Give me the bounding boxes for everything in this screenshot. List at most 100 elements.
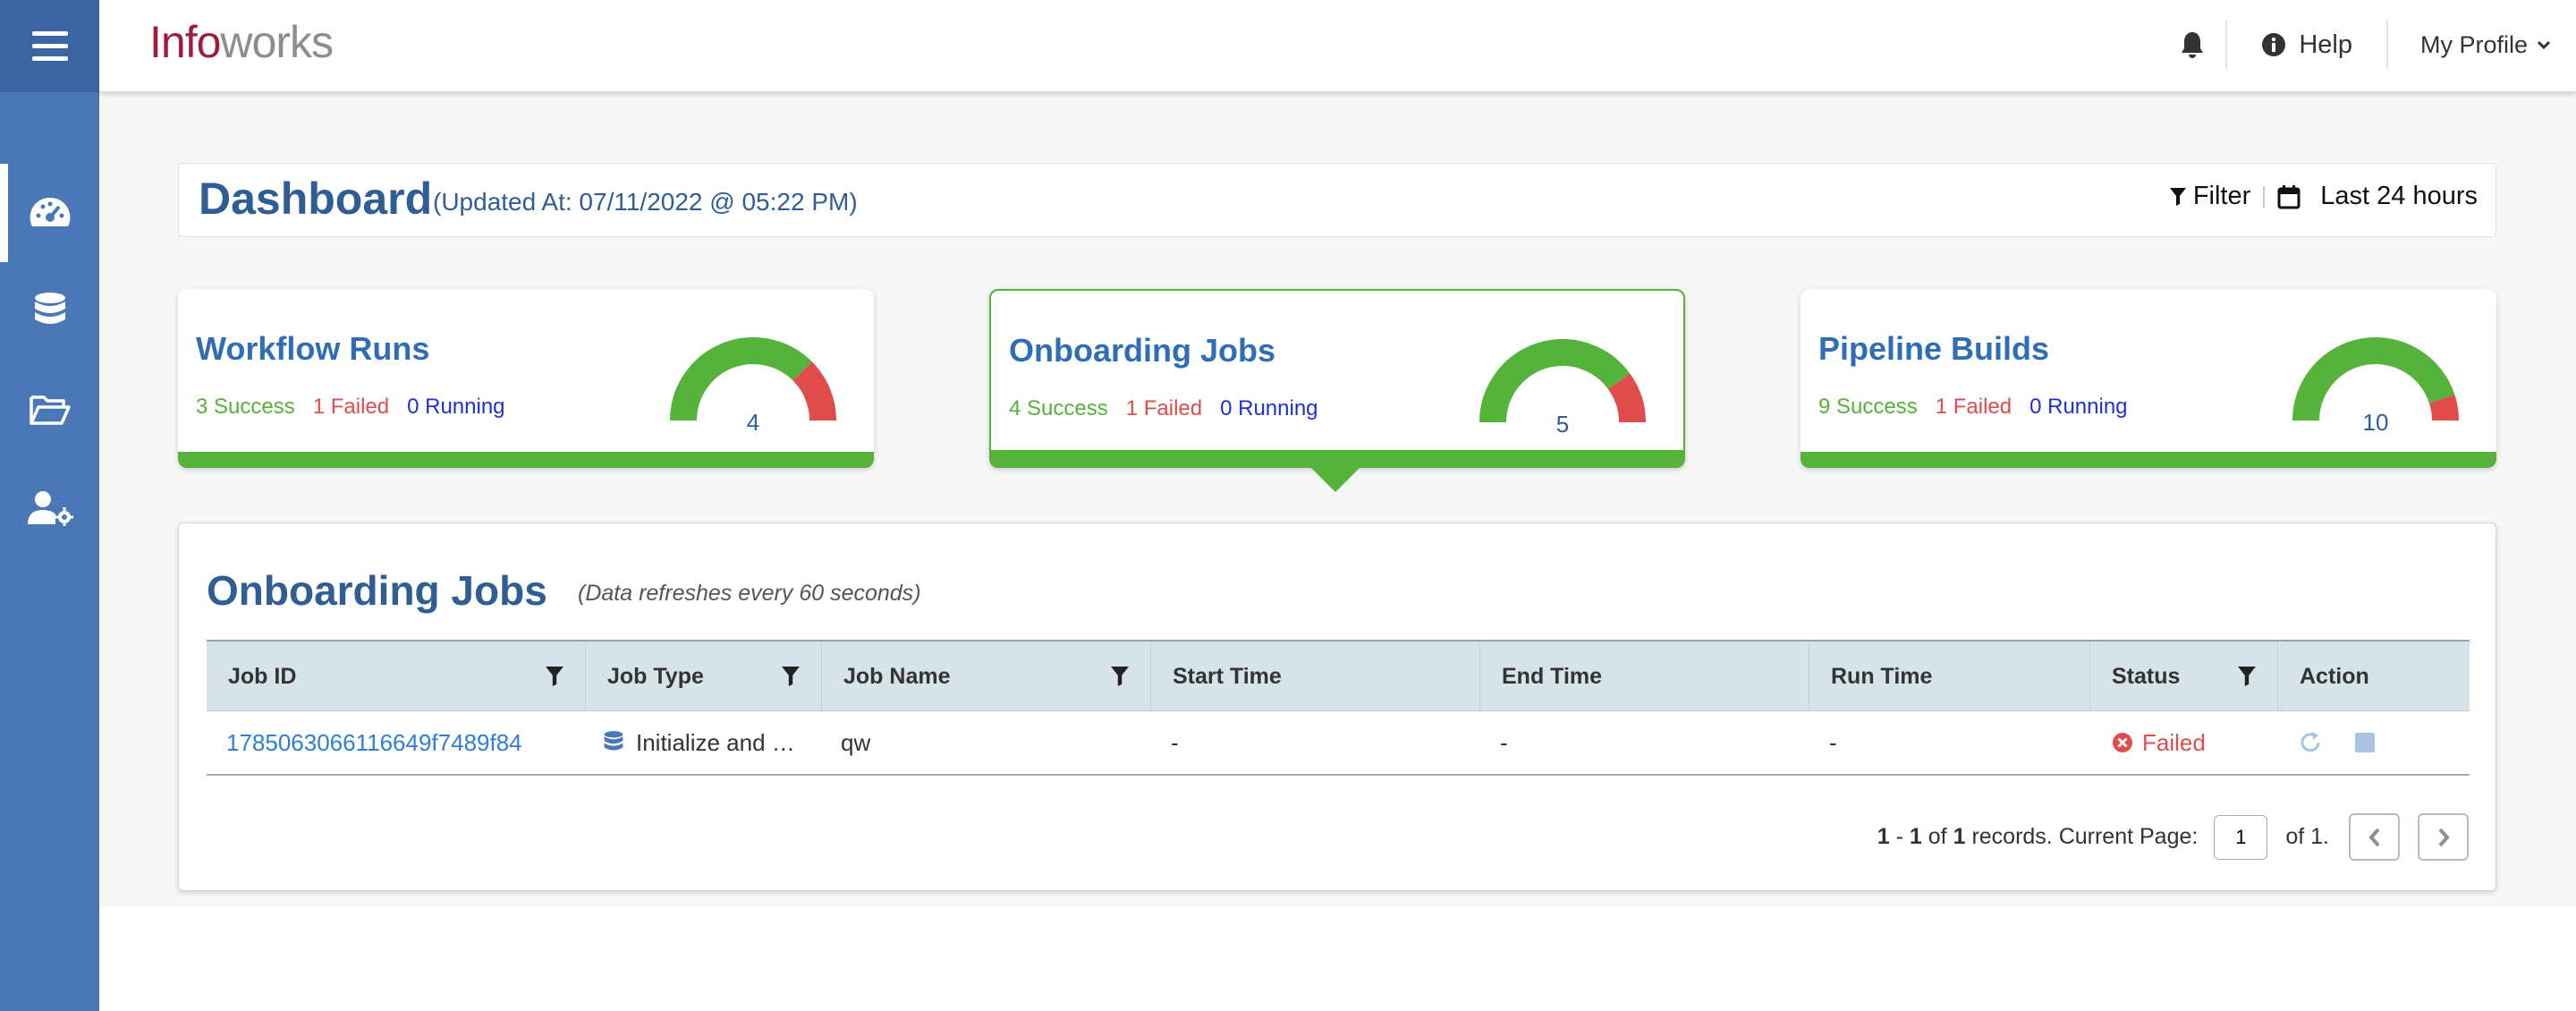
- filter-label: Filter: [2192, 182, 2251, 210]
- database-icon: [34, 293, 65, 324]
- status-gauge: 10: [2292, 337, 2459, 434]
- column-job-name: Job Name: [822, 641, 1151, 711]
- cell-status: Failed: [2112, 711, 2273, 774]
- infoworks-logo[interactable]: Infoworks: [149, 17, 334, 67]
- help-label: Help: [2299, 30, 2352, 59]
- info-circle-icon: [2262, 33, 2286, 56]
- sidebar-item-data[interactable]: [0, 262, 99, 361]
- running-count: 0 Running: [2029, 395, 2128, 419]
- sidebar-item-dashboard[interactable]: [0, 164, 99, 262]
- card-workflow-runs[interactable]: Workflow Runs 3 Success 1 Failed 0 Runni…: [178, 289, 874, 468]
- topbar-divider: [2225, 21, 2228, 69]
- card-title: Onboarding Jobs: [1009, 332, 1276, 369]
- job-type-text: Initialize and …: [636, 728, 795, 756]
- folder-open-icon: [29, 395, 71, 425]
- gauge-total: 4: [747, 409, 759, 434]
- cell-action: [2298, 711, 2459, 774]
- filter-divider: [2263, 185, 2266, 208]
- column-action: Action: [2300, 663, 2369, 689]
- status-text: Failed: [2142, 728, 2206, 756]
- card-onboarding-jobs[interactable]: Onboarding Jobs 4 Success 1 Failed 0 Run…: [989, 289, 1685, 468]
- current-page-input[interactable]: [2214, 814, 2268, 860]
- column-status: Status: [2090, 641, 2278, 711]
- filter-button[interactable]: Filter: [2169, 182, 2251, 211]
- card-status-bar: [178, 452, 874, 468]
- cell-job-type: Initialize and …: [604, 711, 818, 774]
- my-profile-dropdown[interactable]: My Profile: [2388, 31, 2576, 59]
- page-count: of 1.: [2285, 824, 2329, 849]
- cell-job-name: qw: [841, 728, 871, 756]
- failed-count: 1 Failed: [312, 395, 390, 419]
- chevron-down-icon: [2537, 40, 2551, 50]
- status-gauge: 5: [1479, 339, 1646, 436]
- user-settings-icon: [27, 491, 73, 526]
- topbar-divider: [2385, 21, 2388, 69]
- column-end-time: End Time: [1480, 641, 1809, 711]
- card-title: Workflow Runs: [196, 330, 430, 367]
- success-count: 3 Success: [196, 395, 295, 419]
- help-button[interactable]: Help: [2227, 30, 2386, 60]
- column-filter-icon[interactable]: [546, 667, 564, 686]
- chevron-right-icon: [2438, 828, 2450, 846]
- refresh-icon[interactable]: [2298, 730, 2323, 755]
- profile-label: My Profile: [2419, 30, 2528, 58]
- section-title: Onboarding Jobs: [207, 567, 547, 614]
- column-start-time: Start Time: [1151, 641, 1480, 711]
- column-filter-icon[interactable]: [782, 667, 800, 686]
- dashboard-gauge-icon: [30, 197, 70, 226]
- time-range-label: Last 24 hours: [2320, 182, 2478, 210]
- card-status-bar: [991, 450, 1683, 466]
- jobs-table: Job ID Job Type Job Name Start Time End …: [207, 640, 2470, 776]
- cell-job-id: 1785063066116649f7489f84: [226, 711, 575, 774]
- cell-end-time: -: [1500, 728, 1508, 756]
- column-filter-icon[interactable]: [2238, 667, 2256, 686]
- hamburger-menu-button[interactable]: [0, 0, 99, 92]
- onboarding-jobs-panel: Onboarding Jobs (Data refreshes every 60…: [178, 522, 2496, 891]
- error-circle-icon: [2113, 733, 2132, 752]
- bell-icon: [2182, 32, 2204, 58]
- page-title: Dashboard: [199, 174, 433, 224]
- previous-page-button[interactable]: [2349, 813, 2400, 861]
- status-badge: Failed: [2112, 729, 2206, 757]
- job-id-link[interactable]: 1785063066116649f7489f84: [226, 728, 522, 756]
- next-page-button[interactable]: [2418, 813, 2469, 861]
- stop-icon[interactable]: [2355, 733, 2375, 752]
- status-gauge: 4: [670, 337, 836, 434]
- column-job-id: Job ID: [207, 641, 586, 711]
- failed-count: 1 Failed: [1935, 395, 2012, 419]
- success-count: 9 Success: [1818, 395, 1918, 419]
- records-summary: 1 - 1 of 1 records. Current Page:: [1877, 824, 2199, 849]
- sidebar: [0, 0, 99, 1011]
- cell-run-time: -: [1829, 728, 1837, 756]
- chevron-left-icon: [2368, 828, 2379, 846]
- top-bar: Infoworks Help My Profile: [99, 0, 2576, 92]
- filter-icon: [2169, 187, 2186, 206]
- table-row: 1785063066116649f7489f84 Initialize and …: [207, 711, 2470, 776]
- calendar-icon: [2277, 184, 2301, 208]
- updated-timestamp: (Updated At: 07/11/2022 @ 05:22 PM): [433, 188, 858, 216]
- column-run-time: Run Time: [1809, 641, 2090, 711]
- database-icon: [604, 731, 623, 751]
- gauge-total: 10: [2363, 409, 2389, 434]
- sidebar-item-folders[interactable]: [0, 361, 99, 459]
- failed-count: 1 Failed: [1125, 396, 1203, 421]
- refresh-note: (Data refreshes every 60 seconds): [578, 581, 921, 606]
- selected-card-pointer: [1310, 467, 1360, 492]
- running-count: 0 Running: [1220, 396, 1318, 421]
- time-range-picker[interactable]: Last 24 hours: [2277, 182, 2478, 211]
- column-filter-icon[interactable]: [1111, 667, 1129, 686]
- gauge-total: 5: [1556, 411, 1569, 436]
- cell-start-time: -: [1171, 728, 1179, 756]
- sidebar-item-admin[interactable]: [0, 459, 99, 557]
- hamburger-menu-icon: [31, 30, 68, 61]
- column-job-type: Job Type: [586, 641, 822, 711]
- card-status-bar: [1801, 452, 2496, 468]
- pagination: 1 - 1 of 1 records. Current Page: of 1.: [1877, 813, 2469, 861]
- table-header: Job ID Job Type Job Name Start Time End …: [207, 640, 2470, 711]
- running-count: 0 Running: [407, 395, 505, 419]
- success-count: 4 Success: [1009, 396, 1108, 421]
- card-title: Pipeline Builds: [1818, 330, 2050, 367]
- card-pipeline-builds[interactable]: Pipeline Builds 9 Success 1 Failed 0 Run…: [1801, 289, 2496, 468]
- notifications-button[interactable]: [2159, 18, 2225, 72]
- dashboard-header: Dashboard (Updated At: 07/11/2022 @ 05:2…: [178, 163, 2496, 237]
